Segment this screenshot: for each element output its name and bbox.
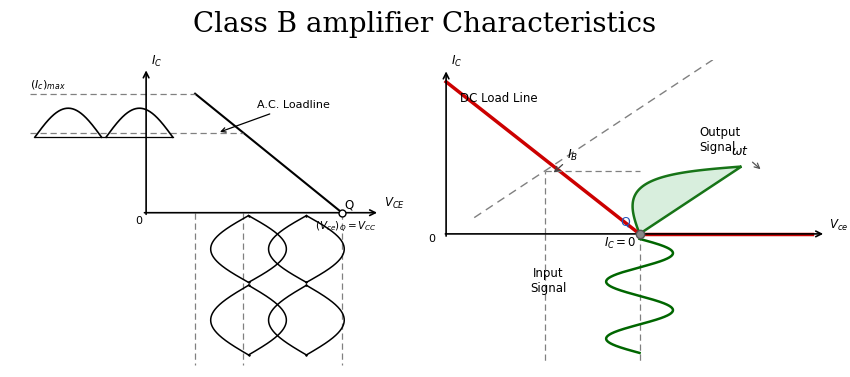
Text: Q: Q bbox=[620, 216, 630, 228]
Text: $I_C = 0$: $I_C = 0$ bbox=[604, 236, 637, 251]
Text: Input
Signal: Input Signal bbox=[530, 267, 566, 295]
Text: Q: Q bbox=[344, 198, 354, 211]
Text: $(V_{ce})_Q = V_{CC}$: $(V_{ce})_Q = V_{CC}$ bbox=[315, 220, 377, 235]
Text: $V_{CE}$: $V_{CE}$ bbox=[384, 196, 405, 211]
Text: 0: 0 bbox=[135, 216, 142, 226]
Text: $I_C$: $I_C$ bbox=[150, 54, 162, 69]
Polygon shape bbox=[632, 167, 741, 234]
Text: Class B amplifier Characteristics: Class B amplifier Characteristics bbox=[194, 11, 656, 38]
Text: DC Load Line: DC Load Line bbox=[460, 92, 538, 105]
Text: $I_B$: $I_B$ bbox=[555, 148, 579, 172]
Text: $V_{ce}$: $V_{ce}$ bbox=[830, 218, 849, 233]
Text: 0: 0 bbox=[428, 234, 435, 244]
Text: $I_C$: $I_C$ bbox=[451, 54, 462, 69]
Text: $\omega t$: $\omega t$ bbox=[731, 144, 760, 168]
Text: $(I_c)_{max}$: $(I_c)_{max}$ bbox=[31, 78, 66, 92]
Text: Output
Signal: Output Signal bbox=[700, 126, 740, 154]
Text: A.C. Loadline: A.C. Loadline bbox=[221, 100, 331, 132]
